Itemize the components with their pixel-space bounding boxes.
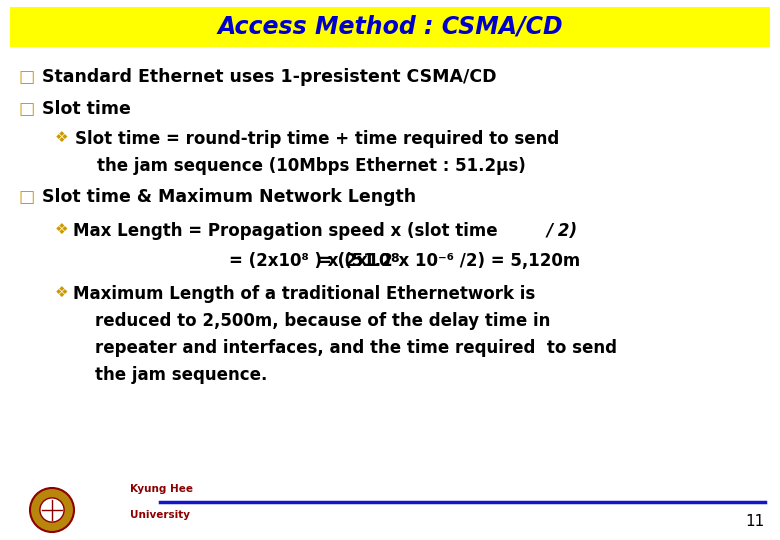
Text: reduced to 2,500m, because of the delay time in: reduced to 2,500m, because of the delay … [95,312,551,330]
Text: / 2): / 2) [547,222,578,240]
Text: 11: 11 [746,515,765,530]
Text: the jam sequence.: the jam sequence. [95,366,268,384]
Circle shape [40,498,64,522]
Text: Slot time = round-trip time + time required to send: Slot time = round-trip time + time requi… [75,130,559,148]
Text: Kyung Hee: Kyung Hee [130,484,193,494]
Text: ❖: ❖ [55,222,69,237]
Text: ❖: ❖ [55,285,69,300]
Bar [10,7,770,47]
Text: Maximum Length of a traditional Ethernetwork is: Maximum Length of a traditional Ethernet… [73,285,535,303]
Text: □: □ [18,188,34,206]
Text: Slot time & Maximum Network Length: Slot time & Maximum Network Length [42,188,416,206]
Circle shape [30,488,74,532]
Text: □: □ [18,100,34,118]
Text: ❖: ❖ [55,130,69,145]
Text: repeater and interfaces, and the time required  to send: repeater and interfaces, and the time re… [95,339,617,357]
Text: = (2x10⁸ ) x (51.2 x 10⁻⁶ /2) = 5,120m: = (2x10⁸ ) x (51.2 x 10⁻⁶ /2) = 5,120m [229,252,580,270]
Text: the jam sequence (10Mbps Ethernet : 51.2μs): the jam sequence (10Mbps Ethernet : 51.2… [97,157,526,175]
Text: University: University [130,510,190,520]
Text: Slot time: Slot time [42,100,131,118]
Text: □: □ [18,68,34,86]
Text: Access Method : CSMA/CD: Access Method : CSMA/CD [217,15,563,39]
Text: 8: 8 [390,252,399,265]
Text: = (2x10: = (2x10 [317,252,390,270]
Text: Standard Ethernet uses 1-presistent CSMA/CD: Standard Ethernet uses 1-presistent CSMA… [42,68,497,86]
Text: Max Length = Propagation speed x (slot time: Max Length = Propagation speed x (slot t… [73,222,503,240]
